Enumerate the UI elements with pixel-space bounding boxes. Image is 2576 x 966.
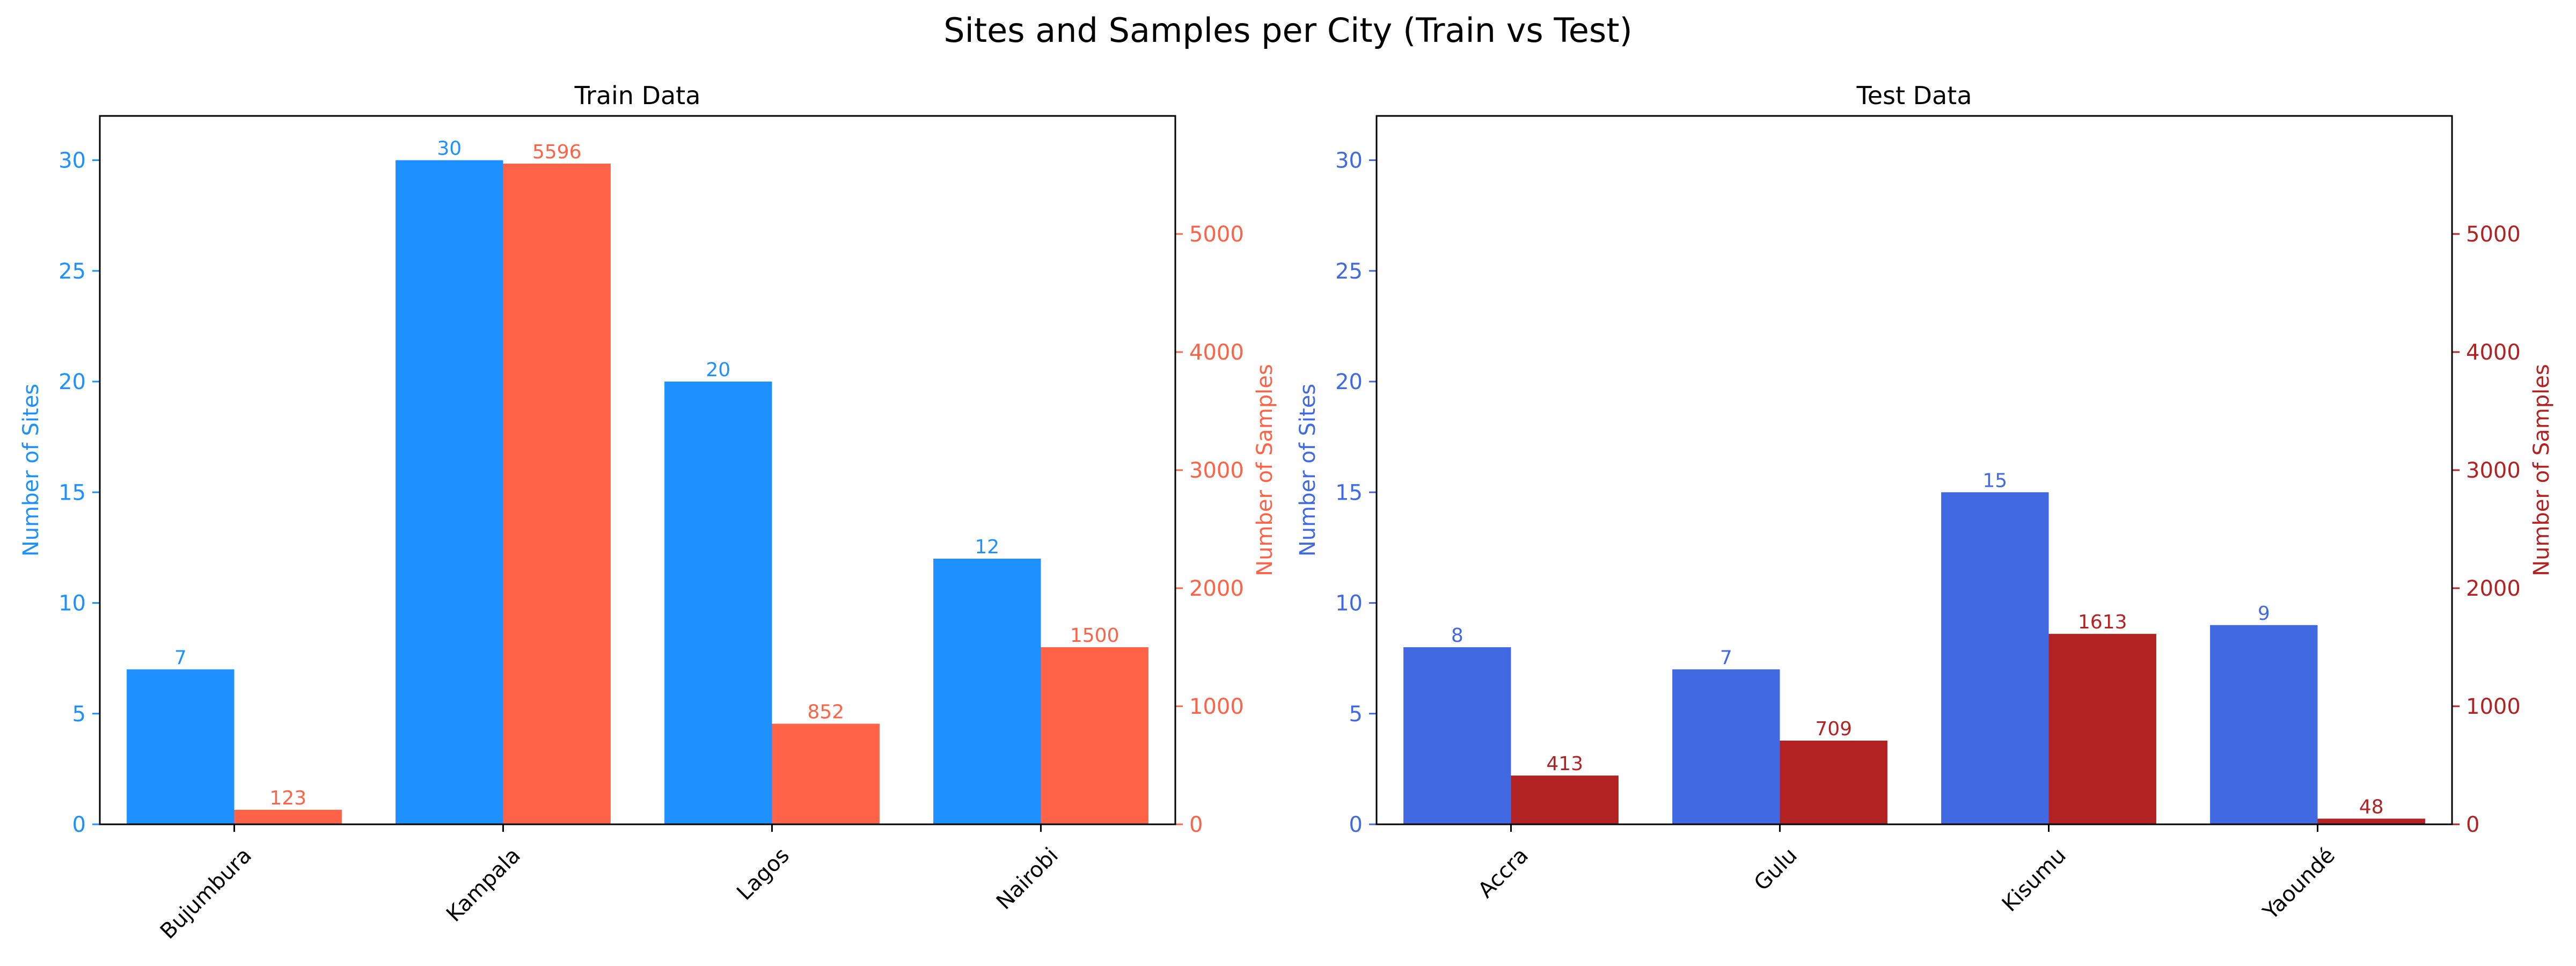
train-right-tick-label: 2000	[1189, 576, 1244, 601]
train-left-tick-label: 5	[72, 702, 86, 727]
train-sites-value-label: 12	[975, 536, 999, 558]
test-samples-bar	[1511, 775, 1619, 824]
figure-title: Sites and Samples per City (Train vs Tes…	[943, 11, 1632, 50]
train-left-tick-label: 0	[72, 813, 86, 837]
test-x-tick-label: Yaoundé	[2258, 843, 2339, 925]
train-x-tick-label: Kampala	[442, 843, 525, 927]
test-right-tick-label: 3000	[2466, 458, 2521, 483]
train-samples-bar	[772, 723, 880, 824]
test-sites-value-label: 15	[1982, 470, 2007, 492]
train-left-tick-label: 25	[58, 259, 86, 284]
test-x-tick-label: Kisumu	[1997, 843, 2071, 917]
test-samples-bar	[1780, 741, 1887, 824]
train-panel: Train Data 7 123 Bujumbura 30 5596 Kampala 20 85…	[19, 81, 1277, 944]
test-plot-frame	[1375, 115, 2453, 825]
test-sites-bar	[1941, 492, 2049, 824]
test-x-tick-label: Accra	[1473, 843, 1533, 903]
test-left-tick-label: 25	[1335, 259, 1363, 284]
train-title: Train Data	[574, 81, 701, 110]
test-left-axis-label: Number of Sites	[1296, 384, 1320, 557]
train-samples-bar	[1041, 647, 1148, 824]
train-left-tick-label: 20	[58, 370, 86, 394]
test-sites-value-label: 9	[2258, 603, 2270, 625]
test-right-tick-label: 5000	[2466, 222, 2521, 247]
train-right-tick-label: 3000	[1189, 458, 1244, 483]
train-sites-value-label: 20	[706, 359, 730, 381]
test-sites-value-label: 8	[1451, 625, 1463, 647]
train-sites-bar	[664, 382, 772, 824]
test-right-tick-label: 2000	[2466, 576, 2521, 601]
test-sites-value-label: 7	[1720, 647, 1732, 669]
test-sites-bar	[1403, 647, 1511, 824]
train-x-tick-label: Bujumbura	[156, 843, 257, 944]
test-right-tick-label: 1000	[2466, 694, 2521, 719]
train-right-tick-label: 4000	[1189, 340, 1244, 365]
train-sites-value-label: 7	[174, 647, 187, 669]
test-right-axis-label: Number of Samples	[2529, 364, 2554, 576]
train-sites-value-label: 30	[437, 138, 462, 160]
train-sites-bar	[396, 160, 503, 824]
train-left-axis-label: Number of Sites	[19, 384, 43, 557]
train-samples-value-label: 123	[269, 787, 306, 809]
test-samples-bar	[2048, 634, 2156, 824]
test-left-tick-label: 5	[1349, 702, 1363, 727]
test-left-tick-label: 30	[1335, 149, 1363, 173]
train-x-tick-label: Nairobi	[992, 843, 1063, 914]
train-samples-value-label: 852	[807, 701, 844, 723]
test-right-tick-label: 4000	[2466, 340, 2521, 365]
test-samples-value-label: 48	[2359, 796, 2384, 818]
train-samples-value-label: 1500	[1070, 625, 1119, 647]
test-sites-bar	[2210, 625, 2318, 824]
train-samples-value-label: 5596	[532, 141, 582, 163]
train-right-tick-label: 1000	[1189, 694, 1244, 719]
test-x-tick-label: Gulu	[1750, 843, 1802, 896]
test-left-tick-label: 15	[1335, 480, 1363, 505]
train-left-tick-label: 30	[58, 149, 86, 173]
train-sites-bar	[127, 669, 235, 824]
test-panel: Test Data 8 413 Accra 7 709 Gulu 15 1613 Kisumu 9 4…	[1296, 81, 2554, 925]
train-sites-bar	[933, 559, 1041, 824]
test-title: Test Data	[1856, 81, 1972, 110]
train-right-tick-label: 0	[1189, 813, 1203, 837]
test-right-tick-label: 0	[2466, 813, 2479, 837]
test-samples-value-label: 1613	[2078, 611, 2127, 633]
test-samples-value-label: 413	[1546, 753, 1583, 775]
test-left-tick-label: 20	[1335, 370, 1363, 394]
train-left-tick-label: 10	[58, 591, 86, 616]
train-plot-frame	[99, 115, 1176, 825]
train-left-tick-label: 15	[58, 480, 86, 505]
test-left-tick-label: 0	[1349, 813, 1363, 837]
train-samples-bar	[503, 163, 611, 824]
train-right-tick-label: 5000	[1189, 222, 1244, 247]
train-right-axis-label: Number of Samples	[1253, 364, 1277, 576]
train-samples-bar	[234, 809, 342, 824]
test-samples-bar	[2317, 818, 2425, 824]
test-samples-value-label: 709	[1815, 718, 1852, 740]
test-left-tick-label: 10	[1335, 591, 1363, 616]
test-sites-bar	[1672, 669, 1780, 824]
train-x-tick-label: Lagos	[732, 843, 794, 905]
